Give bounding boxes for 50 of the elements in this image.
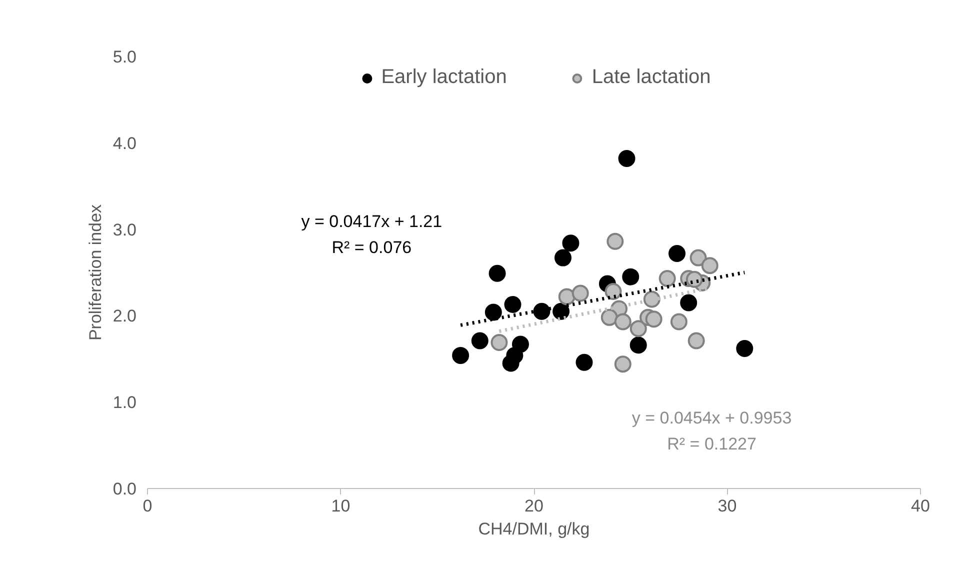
point (643, 290, 660, 308)
point (614, 356, 632, 373)
point (484, 304, 502, 321)
point (630, 320, 647, 338)
point (606, 232, 624, 250)
point (680, 294, 698, 312)
point (576, 354, 593, 371)
x-tick-label: 30 (718, 496, 737, 516)
point (558, 288, 576, 306)
point (736, 340, 754, 358)
x-tick-label: 40 (911, 496, 930, 516)
y-tick-label: 1.0 (112, 393, 137, 412)
point (533, 302, 550, 320)
legend-label: Late lactation (592, 66, 711, 89)
point (668, 245, 686, 262)
point (488, 264, 506, 282)
x-tick-label: 20 (524, 496, 544, 516)
y-tick-label: 4.0 (112, 134, 137, 153)
x-axis-title: CH4/DMI, g/kg (478, 520, 590, 538)
point (618, 150, 636, 167)
point (604, 283, 622, 300)
x-tick-label: 10 (331, 496, 350, 516)
point (688, 332, 705, 350)
point (690, 249, 707, 266)
point (614, 313, 632, 330)
point (622, 268, 640, 286)
point (686, 270, 703, 288)
point (670, 313, 688, 330)
y-tick-label: 0.0 (112, 480, 137, 498)
point (452, 346, 470, 364)
point (471, 332, 488, 350)
y-tick-label: 2.0 (112, 306, 137, 326)
y-axis-title: Proliferation index (86, 204, 105, 341)
point (504, 296, 522, 313)
x-tick-label: 0 (142, 496, 152, 516)
annotation: y = 0.0454x + 0.9953 R² = 0.1227 (632, 408, 792, 454)
point (572, 284, 589, 302)
annotation: y = 0.0417x + 1.21 R² = 0.076 (301, 212, 442, 258)
point (512, 336, 529, 353)
point (554, 249, 572, 266)
legend-label: Early lactation (381, 66, 507, 89)
point (490, 334, 508, 351)
point (630, 336, 647, 354)
point (658, 270, 676, 288)
point (645, 310, 662, 328)
y-tick-label: 5.0 (112, 48, 137, 66)
point (562, 234, 580, 252)
y-tick-label: 3.0 (112, 220, 137, 240)
point (701, 257, 718, 274)
point (600, 308, 618, 326)
